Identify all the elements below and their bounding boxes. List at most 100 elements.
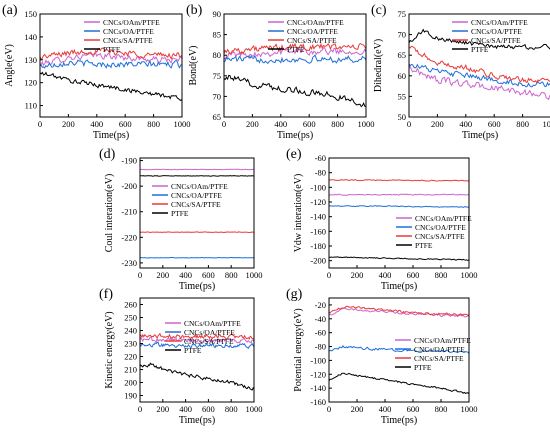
series-line-ptfe bbox=[329, 256, 469, 261]
series-line-cncs-oam-ptfe bbox=[329, 307, 469, 318]
x-tick-label: 600 bbox=[202, 270, 215, 280]
series-line-cncs-oam-ptfe bbox=[409, 65, 550, 101]
x-tick-label: 400 bbox=[379, 404, 392, 414]
y-axis-label: Kinetic energy(eV) bbox=[104, 311, 115, 388]
series-line-cncs-oam-ptfe bbox=[329, 193, 469, 196]
series-line-cncs-oa-ptfe bbox=[140, 256, 254, 259]
y-tick-label: 260 bbox=[124, 300, 137, 310]
y-tick-label: 70 bbox=[213, 91, 222, 101]
chart-panel-1: (a) 0 200 400 600 800 1000 110 120 130 140 150 Time(… bbox=[2, 3, 191, 141]
chart-panel-5: (e) 0 200 400 600 800 1000 -200 -180 -160 -140 -120… bbox=[286, 147, 478, 292]
x-tick-label: 400 bbox=[459, 119, 472, 129]
plot-frame bbox=[328, 157, 470, 269]
x-axis-label: Time(ps) bbox=[381, 415, 417, 426]
y-tick-label: 250 bbox=[124, 313, 137, 323]
legend: CNCs/OAm/PTFECNCs/OA/PTFECNCs/SA/PTFEPTF… bbox=[268, 18, 344, 54]
legend-label: PTFE bbox=[415, 241, 433, 250]
y-tick-label: -210 bbox=[121, 207, 137, 217]
x-tick-label: 200 bbox=[431, 119, 444, 129]
x-tick-label: 600 bbox=[303, 119, 316, 129]
panel-letter: (f) bbox=[99, 287, 113, 302]
legend: CNCs/OAm/PTFECNCs/OA/PTFECNCs/SA/PTFEPTF… bbox=[396, 214, 472, 250]
series-line-ptfe bbox=[40, 71, 182, 102]
y-axis-label: Coul interation(eV) bbox=[104, 174, 115, 253]
legend-label: CNCs/OA/PTFE bbox=[471, 27, 522, 36]
y-tick-label: -230 bbox=[121, 258, 137, 268]
series-line-ptfe bbox=[140, 175, 254, 177]
x-tick-label: 200 bbox=[156, 404, 169, 414]
y-tick-label: -60 bbox=[315, 328, 326, 338]
y-axis-label: Dihedral(eV) bbox=[373, 39, 384, 92]
y-tick-label: 130 bbox=[24, 55, 37, 65]
y-tick-label: -120 bbox=[310, 197, 326, 207]
y-tick-label: -40 bbox=[315, 314, 326, 324]
y-axis-label: Bond(eV) bbox=[188, 46, 199, 86]
y-tick-label: -140 bbox=[310, 212, 326, 222]
y-tick-label: -200 bbox=[310, 256, 326, 266]
y-tick-label: 140 bbox=[24, 32, 37, 42]
chart-panel-2: (b) 0 200 400 600 800 1000 65 70 75 80 85 90 Time(ps)… bbox=[186, 3, 375, 141]
y-tick-label: -190 bbox=[121, 156, 137, 166]
x-tick-label: 400 bbox=[90, 119, 103, 129]
legend-label: PTFE bbox=[414, 363, 432, 372]
legend-label: CNCs/OAm/PTFE bbox=[171, 182, 228, 191]
x-tick-label: 800 bbox=[435, 404, 448, 414]
series-line-cncs-oa-ptfe bbox=[40, 59, 182, 69]
y-tick-label: 110 bbox=[25, 101, 37, 111]
legend-label: PTFE bbox=[287, 45, 305, 54]
legend-label: CNCs/SA/PTFE bbox=[414, 354, 464, 363]
series-line-ptfe bbox=[409, 28, 550, 50]
series-line-cncs-sa-ptfe bbox=[40, 47, 182, 61]
y-tick-label: 220 bbox=[124, 352, 137, 362]
legend-label: CNCs/OAm/PTFE bbox=[184, 319, 241, 328]
series-line-cncs-sa-ptfe bbox=[140, 332, 254, 340]
panel-letter: (b) bbox=[186, 3, 203, 18]
y-tick-label: 70 bbox=[398, 30, 407, 40]
x-tick-label: 0 bbox=[138, 404, 142, 414]
y-axis-label: Vdw interation(eV) bbox=[293, 174, 304, 253]
x-tick-label: 0 bbox=[327, 404, 331, 414]
series-line-cncs-oa-ptfe bbox=[329, 205, 469, 208]
y-tick-label: -220 bbox=[121, 232, 137, 242]
panel-letter: (g) bbox=[286, 287, 303, 302]
x-tick-label: 400 bbox=[274, 119, 287, 129]
x-tick-label: 800 bbox=[516, 119, 529, 129]
y-tick-label: -180 bbox=[310, 241, 326, 251]
series-line-cncs-oa-ptfe bbox=[409, 63, 550, 88]
x-tick-label: 800 bbox=[331, 119, 344, 129]
y-tick-label: 85 bbox=[213, 30, 222, 40]
y-tick-label: -120 bbox=[310, 369, 326, 379]
y-tick-label: -20 bbox=[315, 300, 326, 310]
series-line-cncs-oa-ptfe bbox=[140, 341, 254, 350]
legend-label: CNCs/OA/PTFE bbox=[287, 27, 338, 36]
series-line-cncs-oa-ptfe bbox=[329, 345, 469, 354]
y-tick-label: 190 bbox=[124, 391, 137, 401]
x-tick-label: 200 bbox=[156, 270, 169, 280]
y-tick-label: -140 bbox=[310, 383, 326, 393]
x-tick-label: 1000 bbox=[543, 119, 550, 129]
series-line-cncs-sa-ptfe bbox=[409, 45, 550, 84]
y-tick-label: 230 bbox=[124, 339, 137, 349]
x-axis-label: Time(ps) bbox=[93, 130, 129, 141]
x-tick-label: 1000 bbox=[461, 270, 478, 280]
y-tick-label: -100 bbox=[310, 182, 326, 192]
x-tick-label: 0 bbox=[407, 119, 411, 129]
legend-label: CNCs/SA/PTFE bbox=[471, 36, 521, 45]
legend: CNCs/OAm/PTFECNCs/OA/PTFECNCs/SA/PTFEPTF… bbox=[165, 319, 241, 355]
legend-label: CNCs/OA/PTFE bbox=[184, 328, 235, 337]
x-tick-label: 0 bbox=[138, 270, 142, 280]
y-tick-label: 50 bbox=[398, 112, 407, 122]
y-tick-label: 65 bbox=[213, 112, 222, 122]
series-line-cncs-oam-ptfe bbox=[140, 336, 254, 344]
y-tick-label: 65 bbox=[398, 50, 407, 60]
x-tick-label: 0 bbox=[38, 119, 42, 129]
legend: CNCs/OAm/PTFECNCs/OA/PTFECNCs/SA/PTFEPTF… bbox=[452, 18, 528, 54]
panel-letter: (d) bbox=[99, 147, 116, 162]
x-tick-label: 400 bbox=[179, 270, 192, 280]
plot-frame bbox=[328, 297, 470, 403]
x-tick-label: 200 bbox=[351, 270, 364, 280]
y-tick-label: 75 bbox=[398, 9, 407, 19]
legend-label: PTFE bbox=[103, 45, 121, 54]
y-tick-label: 80 bbox=[213, 50, 222, 60]
